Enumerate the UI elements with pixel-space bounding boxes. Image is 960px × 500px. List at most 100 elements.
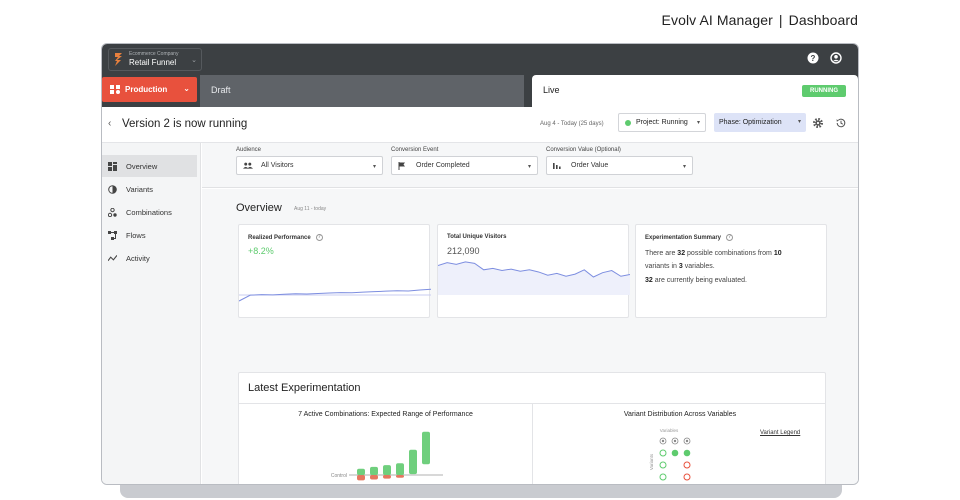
combinations-range-chart: Control bbox=[331, 431, 443, 481]
chevron-down-icon: ▾ bbox=[527, 164, 531, 170]
variable-header-center bbox=[685, 439, 689, 443]
variable-header-dot bbox=[659, 437, 667, 445]
conversion-value-label: Conversion Value (Optional) bbox=[546, 147, 621, 153]
variable-header-center bbox=[673, 439, 677, 443]
sidebar-item-activity[interactable]: Activity bbox=[102, 247, 200, 269]
conversion-value-select[interactable]: Order Value ▾ bbox=[546, 156, 693, 175]
latest-title: Latest Experimentation bbox=[248, 382, 361, 394]
sidebar-item-label: Activity bbox=[126, 253, 150, 263]
environment-icon bbox=[110, 85, 120, 94]
realized-sparkline bbox=[239, 288, 431, 302]
experimentation-summary-card[interactable]: Experimentation Summary There are 32 pos… bbox=[635, 224, 827, 318]
chevron-down-icon: ⌄ bbox=[191, 57, 197, 64]
sidebar-item-label: Combinations bbox=[126, 207, 172, 217]
history-icon[interactable] bbox=[835, 117, 847, 129]
org-funnel: Retail Funnel bbox=[129, 58, 177, 67]
range-bar-positive bbox=[383, 465, 391, 475]
range-bar-positive bbox=[409, 449, 417, 475]
audience-select[interactable]: All Visitors ▾ bbox=[236, 156, 383, 175]
realized-title: Realized Performance bbox=[248, 234, 311, 241]
brand-name: Evolv AI Manager bbox=[661, 12, 773, 28]
sidebar-item-label: Variants bbox=[126, 184, 153, 194]
range-bar-negative bbox=[396, 475, 404, 478]
tab-live[interactable]: Live RUNNING bbox=[532, 75, 858, 107]
card-title: Realized Performance bbox=[248, 234, 323, 241]
info-icon[interactable] bbox=[726, 234, 734, 241]
section-name: Dashboard bbox=[788, 12, 858, 28]
project-status-dropdown[interactable]: Project: Running ▾ bbox=[618, 113, 706, 132]
divider bbox=[532, 404, 533, 484]
status-badge: RUNNING bbox=[802, 85, 846, 97]
org-switcher[interactable]: Ecommerce Company Retail Funnel ⌄ bbox=[108, 48, 202, 71]
filter-bar: Audience All Visitors ▾ Conversion Event… bbox=[202, 143, 858, 188]
conversion-value-filter: Conversion Value (Optional) Order Value … bbox=[546, 147, 693, 175]
back-chevron-icon[interactable]: ‹ bbox=[108, 118, 112, 129]
variant-dot bbox=[659, 461, 667, 469]
environment-dropdown[interactable]: Production ⌄ bbox=[102, 77, 197, 102]
chevron-down-icon: ⌄ bbox=[183, 84, 190, 93]
account-icon[interactable] bbox=[830, 52, 842, 64]
visitors-series-line bbox=[438, 261, 630, 278]
top-bar: Ecommerce Company Retail Funnel ⌄ ? bbox=[102, 44, 858, 75]
environment-label: Production bbox=[125, 85, 168, 94]
summary-text-part: are currently being evaluated. bbox=[652, 277, 747, 284]
audience-value: All Visitors bbox=[261, 162, 294, 169]
summary-line: 32 are currently being evaluated. bbox=[645, 275, 814, 288]
settings-icon[interactable] bbox=[812, 117, 824, 129]
sidebar-item-variants[interactable]: Variants bbox=[102, 178, 200, 200]
conversion-value-value: Order Value bbox=[571, 162, 609, 169]
sidebar-item-flows[interactable]: Flows bbox=[102, 224, 200, 246]
tab-draft[interactable]: Draft bbox=[200, 75, 524, 107]
range-bar-positive bbox=[396, 463, 404, 475]
conversion-event-select[interactable]: Order Completed ▾ bbox=[391, 156, 538, 175]
variant-dot-active bbox=[683, 449, 691, 457]
date-range[interactable]: Aug 4 - Today (25 days) bbox=[540, 121, 604, 127]
variable-header-dot bbox=[683, 437, 691, 445]
range-bar-positive bbox=[422, 431, 430, 465]
variables-label: Variables bbox=[660, 428, 679, 433]
conversion-event-value: Order Completed bbox=[416, 162, 470, 169]
variant-legend-link[interactable]: Variant Legend bbox=[760, 430, 801, 436]
flows-icon bbox=[108, 230, 117, 240]
phase-dropdown[interactable]: Phase: Optimization ▾ bbox=[714, 113, 806, 132]
main-content: Overview Aug 11 - today Realized Perform… bbox=[202, 189, 858, 484]
sidebar-item-combinations[interactable]: Combinations bbox=[102, 201, 200, 223]
evolv-logo-icon bbox=[114, 52, 123, 67]
summary-title: Experimentation Summary bbox=[645, 234, 722, 241]
half-circle-icon bbox=[108, 184, 117, 194]
audience-filter: Audience All Visitors ▾ bbox=[236, 147, 383, 175]
realized-value: +8.2% bbox=[248, 246, 274, 256]
help-icon[interactable]: ? bbox=[807, 52, 819, 64]
card-title: Total Unique Visitors bbox=[447, 234, 506, 240]
range-bar-negative bbox=[357, 475, 365, 481]
distribution-chart-title: Variant Distribution Across Variables bbox=[623, 411, 737, 418]
summary-number: 10 bbox=[773, 250, 782, 257]
range-bar-negative bbox=[370, 475, 378, 480]
unique-visitors-card[interactable]: Total Unique Visitors 212,090 bbox=[437, 224, 630, 318]
summary-number: 32 bbox=[677, 250, 686, 257]
realized-performance-card[interactable]: Realized Performance +8.2% bbox=[238, 224, 431, 318]
summary-text-part: possible combinations from bbox=[685, 250, 774, 257]
summary-text-part: variants in bbox=[645, 262, 679, 270]
summary-number: 32 bbox=[645, 277, 653, 284]
sidebar-item-overview[interactable]: Overview bbox=[102, 155, 197, 177]
sidebar: Overview Variants Combinations Flows Act… bbox=[102, 143, 201, 484]
combinations-icon bbox=[108, 207, 117, 217]
variants-label: Variants bbox=[649, 453, 654, 470]
app-window: Ecommerce Company Retail Funnel ⌄ ? Prod… bbox=[101, 43, 859, 485]
summary-text-part: There are bbox=[645, 250, 678, 257]
heading-separator: | bbox=[778, 12, 783, 28]
flag-icon bbox=[398, 161, 408, 170]
bar-chart-icon bbox=[553, 162, 563, 170]
svg-text:?: ? bbox=[811, 54, 816, 63]
visitors-sparkline bbox=[438, 261, 630, 295]
realized-series-line bbox=[239, 288, 431, 302]
chevron-down-icon: ▾ bbox=[372, 164, 376, 170]
window-shadow bbox=[120, 484, 842, 498]
overview-date: Aug 11 - today bbox=[294, 206, 327, 212]
variant-dot bbox=[659, 449, 667, 457]
info-icon[interactable] bbox=[315, 234, 323, 241]
people-icon bbox=[243, 162, 253, 170]
range-bar-negative bbox=[383, 475, 391, 479]
phase-label: Phase: Optimization bbox=[719, 119, 782, 126]
